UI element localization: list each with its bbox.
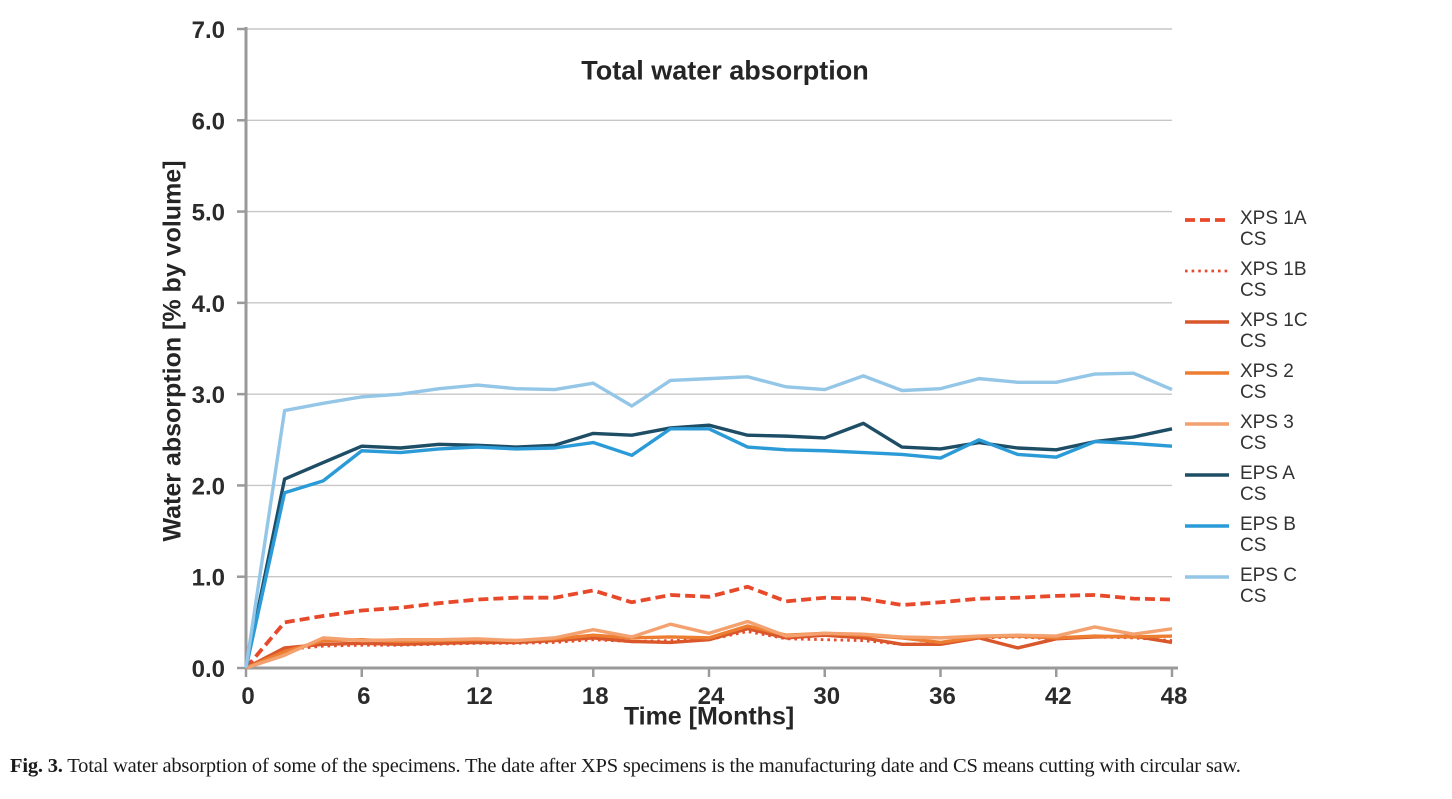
series-line-xps-3 (245, 619, 1173, 670)
legend-label-xps-1a: XPS 1A CS (1240, 208, 1307, 250)
series-line-xps-1c (245, 627, 1173, 670)
legend-item-xps-3: XPS 3 CS (1184, 412, 1308, 454)
y-tick-label-3.0: 3.0 (192, 382, 225, 409)
legend-item-xps-1b: XPS 1B CS (1184, 259, 1308, 301)
chart-legend: XPS 1A CS XPS 1B CS XPS 1C CS XPS 2 CS XPS 3… (1184, 208, 1308, 616)
legend-item-eps-b: EPS B CS (1184, 514, 1308, 556)
y-tick-label-0.0: 0.0 (192, 656, 225, 683)
legend-item-eps-c: EPS C CS (1184, 565, 1308, 607)
legend-item-eps-a: EPS A CS (1184, 463, 1308, 505)
legend-label-eps-a: EPS A CS (1240, 463, 1295, 505)
x-axis-title: Time [Months] (623, 702, 795, 731)
legend-swatch-xps-1a-line-icon (1185, 218, 1229, 222)
y-tick-label-7.0: 7.0 (192, 17, 225, 44)
x-tick-label-30: 30 (813, 683, 840, 710)
x-tick-label-24: 24 (698, 683, 725, 710)
legend-swatch-eps-a-line-icon (1185, 473, 1229, 477)
y-tick-label-2.0: 2.0 (192, 473, 225, 500)
legend-swatch-xps-1b-line-icon (1185, 269, 1229, 273)
chart-title: Total water absorption (581, 55, 869, 86)
legend-label-xps-2: XPS 2 CS (1240, 361, 1294, 403)
x-tick-label-48: 48 (1161, 683, 1188, 710)
series-line-eps-c (244, 371, 1173, 669)
legend-item-xps-1c: XPS 1C CS (1184, 310, 1308, 352)
legend-swatch-xps-2-line-icon (1185, 371, 1229, 375)
legend-swatch-eps-c-line-icon (1185, 575, 1229, 579)
legend-item-xps-2: XPS 2 CS (1184, 361, 1308, 403)
y-tick-label-4.0: 4.0 (192, 291, 225, 318)
figure-caption: Fig. 3. Total water absorption of some o… (10, 755, 1446, 778)
legend-item-xps-1a: XPS 1A CS (1184, 208, 1308, 250)
legend-label-eps-b: EPS B CS (1240, 514, 1296, 556)
legend-label-xps-3: XPS 3 CS (1240, 412, 1294, 454)
legend-swatch-xps-3-line-icon (1185, 422, 1229, 426)
legend-swatch-eps-b-line-icon (1185, 524, 1229, 528)
legend-label-xps-1b: XPS 1B CS (1240, 259, 1307, 301)
x-tick-label-6: 6 (357, 683, 370, 710)
figure-caption-label: Fig. 3. (10, 755, 63, 777)
figure-caption-text: Total water absorption of some of the sp… (62, 755, 1241, 777)
y-tick-label-1.0: 1.0 (192, 565, 225, 592)
x-tick-label-36: 36 (929, 683, 956, 710)
x-tick-label-0: 0 (241, 683, 254, 710)
series-line-xps-1a (244, 584, 1173, 670)
y-axis-title: Water absorption [% by volume] (158, 160, 187, 542)
y-tick-label-5.0: 5.0 (192, 200, 225, 227)
x-tick-label-12: 12 (466, 683, 493, 710)
series-line-eps-b (244, 427, 1173, 669)
legend-swatch-xps-1c-line-icon (1185, 320, 1229, 324)
x-tick-label-42: 42 (1045, 683, 1072, 710)
x-tick-label-18: 18 (582, 683, 609, 710)
y-tick-label-6.0: 6.0 (192, 108, 225, 135)
legend-label-eps-c: EPS C CS (1240, 565, 1298, 607)
series-line-eps-a (244, 421, 1173, 669)
chart-canvas: 0.0 1.0 2.0 3.0 4.0 5.0 6.0 7.0 0 6 12 18 24 30 36 42 48 (192, 17, 1188, 710)
legend-label-xps-1c: XPS 1C CS (1240, 310, 1308, 352)
